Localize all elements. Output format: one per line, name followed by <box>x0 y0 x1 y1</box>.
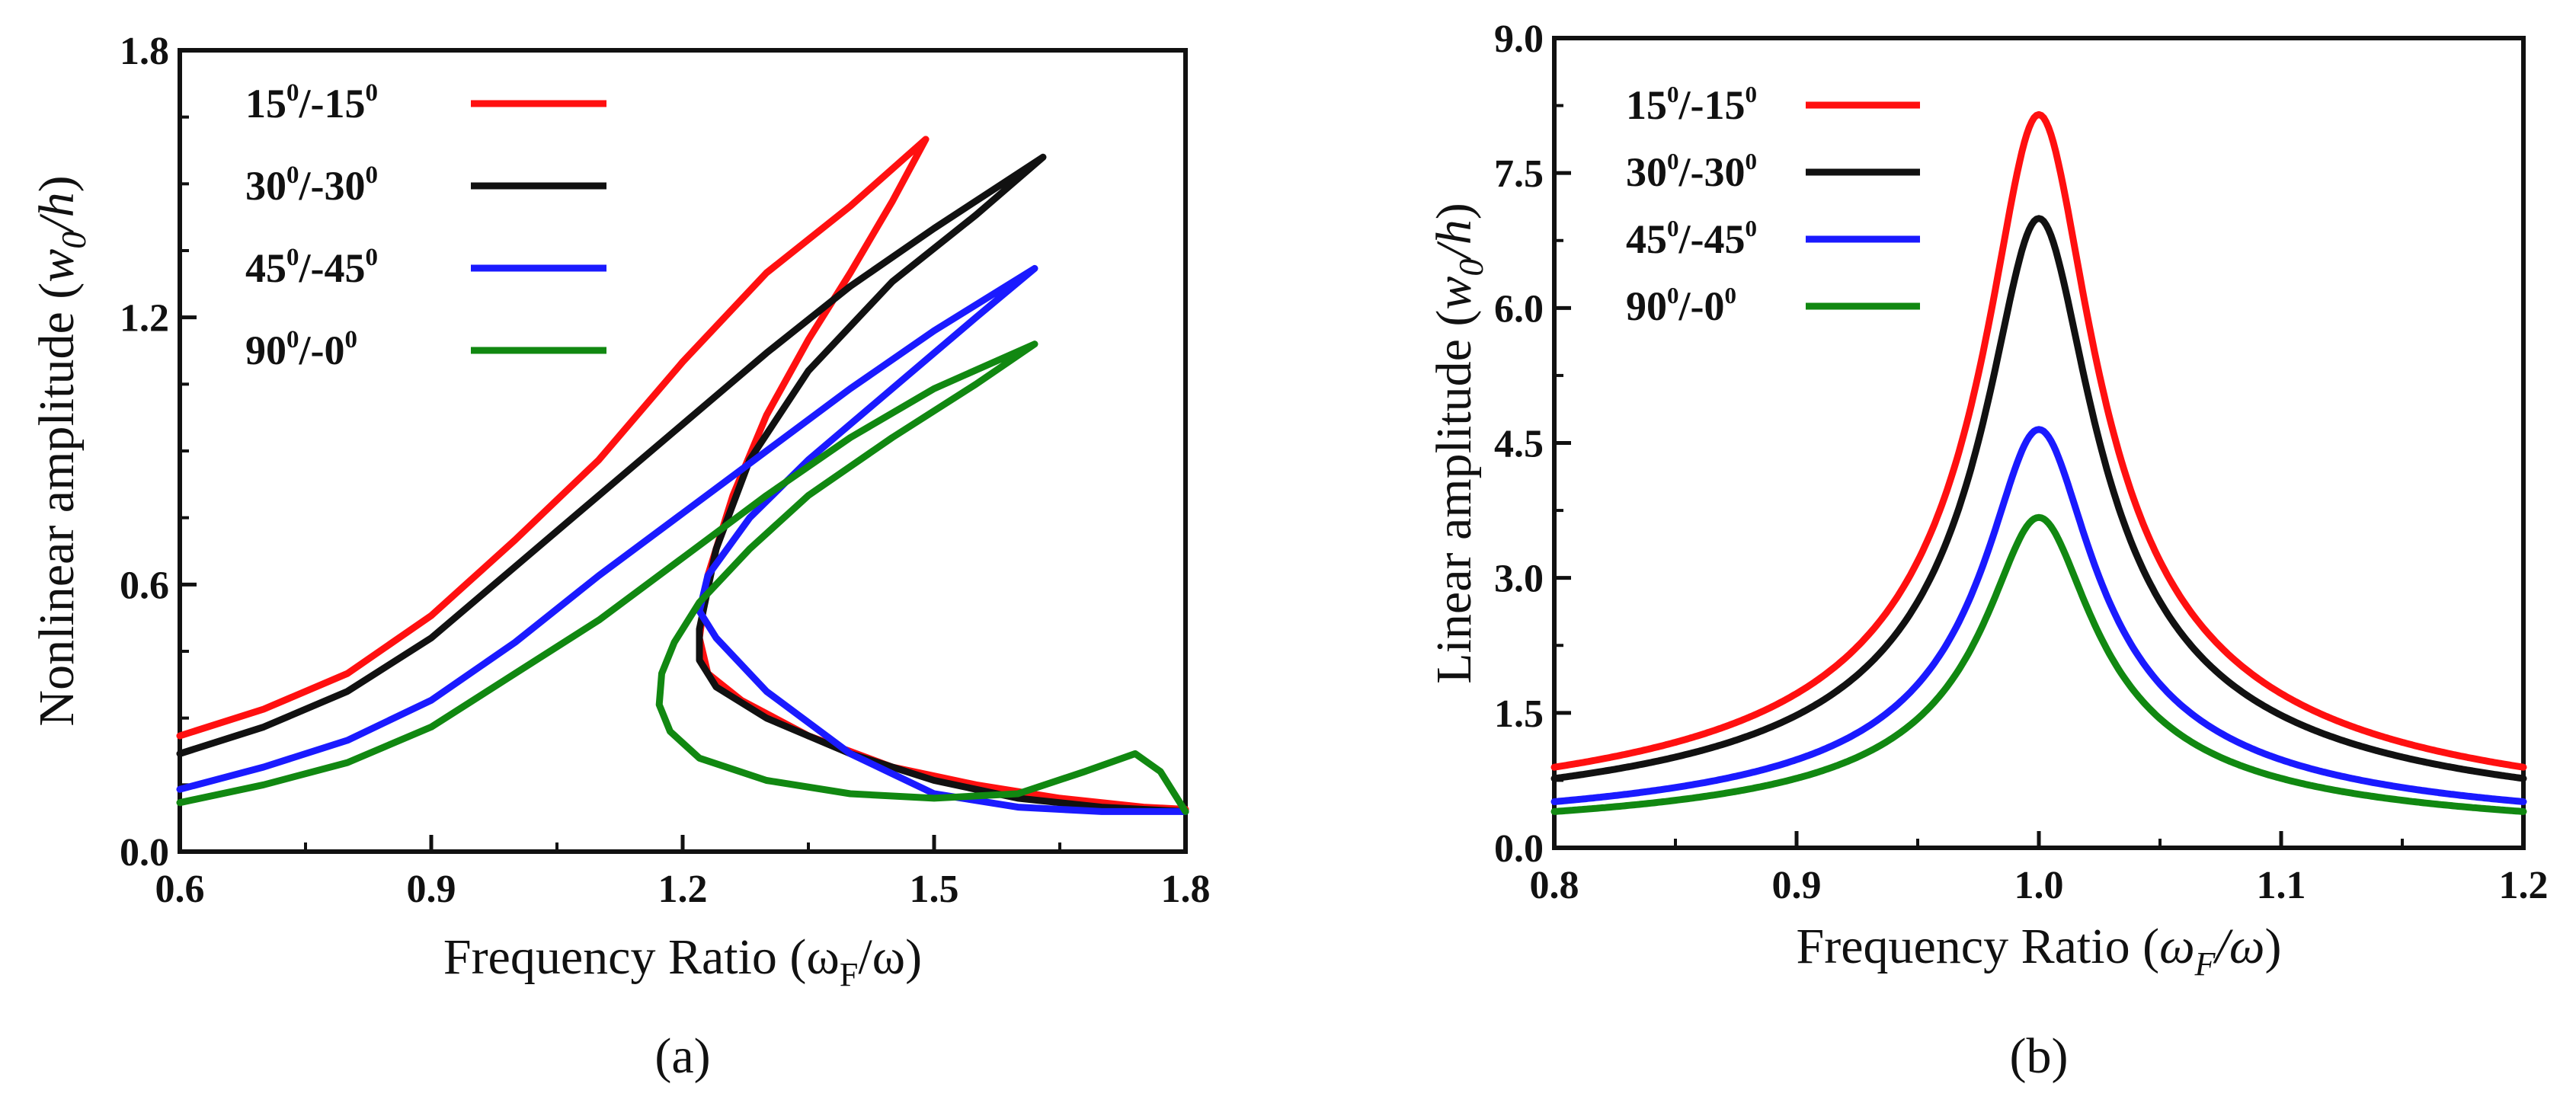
panel-b-legend-label-2: 300/-300 <box>1626 148 1757 195</box>
panel-b-ticks: 0.8 0.9 1.0 1.1 1.2 0.0 1.5 3.0 4.5 6.0 7.5 9.0 <box>1494 18 2549 907</box>
panel-a-x-axis-title: Frequency Ratio (ωF/ω) <box>443 929 922 993</box>
panel-b-y-tick-label: 6.0 <box>1494 287 1544 331</box>
panel-a-x-tick-label: 1.8 <box>1161 868 1211 911</box>
panel-a-x-tick-label: 0.6 <box>155 868 205 911</box>
panel-b-series-line-1 <box>1550 110 2527 771</box>
panel-a-series-line-4 <box>176 340 1189 815</box>
panel-b-chart: 0.8 0.9 1.0 1.1 1.2 0.0 1.5 3.0 4.5 6.0 7.5 9.0 150… <box>1426 18 2549 1084</box>
panel-b-x-tick-label: 1.1 <box>2257 864 2306 907</box>
panel-b-x-tick-label: 0.8 <box>1530 864 1579 907</box>
panel-b-legend-label-3: 450/-450 <box>1626 215 1757 262</box>
panel-b-legend-label-1: 150/-150 <box>1626 81 1757 128</box>
panel-b-legend: 150/-150 300/-300 450/-450 900/-00 <box>1626 81 1920 329</box>
panel-a-legend: 150/-150 300/-300 450/-450 900/-00 <box>245 79 606 373</box>
panel-b-y-tick-label: 0.0 <box>1494 827 1544 871</box>
panel-a-y-axis-title: Nonlinear amplitude (w0/h) <box>29 175 93 726</box>
panel-b-y-tick-label: 4.5 <box>1494 423 1544 466</box>
panel-a-series-line-1 <box>176 136 1189 813</box>
panel-b-x-axis-title: Frequency Ratio (ωF/ω) <box>1797 919 2282 983</box>
panel-b-label: (b) <box>2010 1028 2069 1084</box>
panel-b-y-axis-title: Linear amplitude (w0/h) <box>1426 203 1490 684</box>
panel-a-x-tick-label: 1.2 <box>658 868 708 911</box>
panel-b-x-tick-label: 0.9 <box>1772 864 1822 907</box>
panel-b-x-tick-label: 1.2 <box>2499 864 2549 907</box>
panel-b-legend-label-4: 900/-00 <box>1626 282 1736 329</box>
panel-b-series <box>1550 110 2527 815</box>
panel-a-legend-label-4: 900/-00 <box>245 326 357 373</box>
panel-a-chart: 0.6 0.9 1.2 1.5 1.80.00.61.21.8 150/-150300/… <box>29 30 1211 1084</box>
panel-a-ticks: 0.6 0.9 1.2 1.5 1.80.00.61.21.8 <box>120 30 1211 911</box>
panel-a-x-tick-label: 1.5 <box>910 868 959 911</box>
panel-b-y-tick-label: 3.0 <box>1494 558 1544 601</box>
panel-a-y-tick-label: 1.8 <box>120 30 169 73</box>
panel-a-series <box>176 136 1189 815</box>
panel-b-x-tick-label: 1.0 <box>2014 864 2064 907</box>
panel-b-series-line-3 <box>1550 426 2527 805</box>
panel-a-legend-label-3: 450/-450 <box>245 244 378 291</box>
panel-a-label: (a) <box>654 1028 710 1084</box>
panel-b-y-tick-label: 7.5 <box>1494 152 1544 196</box>
panel-a-legend-label-1: 150/-150 <box>245 79 378 126</box>
panel-a-y-tick-label: 0.0 <box>120 831 169 874</box>
panel-a-x-tick-label: 0.9 <box>407 868 456 911</box>
panel-a-y-tick-label: 0.6 <box>120 564 169 607</box>
panel-b-series-line-2 <box>1550 215 2527 782</box>
panel-b-y-tick-label: 1.5 <box>1494 692 1544 736</box>
panel-b-series-line-4 <box>1550 513 2527 815</box>
panel-a-series-line-3 <box>176 264 1189 815</box>
panel-b-y-tick-label: 9.0 <box>1494 18 1544 61</box>
panel-a-y-tick-label: 1.2 <box>120 297 169 340</box>
panel-a-legend-label-2: 300/-300 <box>245 161 378 209</box>
